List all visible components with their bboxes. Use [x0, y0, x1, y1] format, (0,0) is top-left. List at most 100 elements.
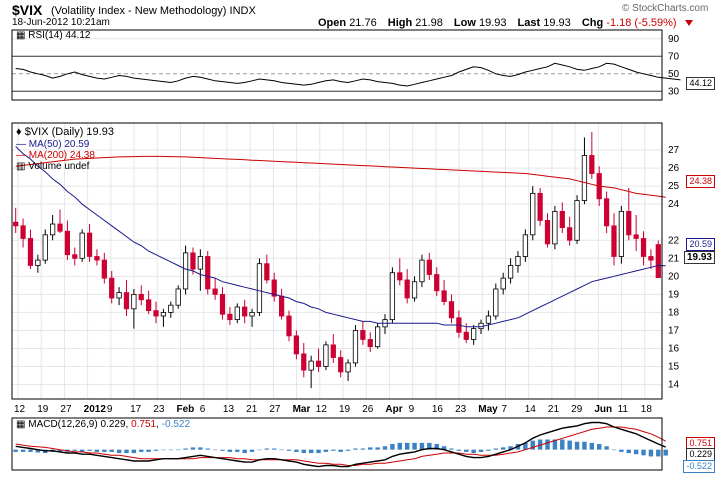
macd-hist-bar: [286, 449, 292, 451]
price-panel: [13, 132, 666, 389]
candle-body: [522, 234, 528, 257]
macd-hist-bar: [294, 449, 299, 452]
macd-hist-bar: [79, 449, 85, 452]
x-tick-label: 12: [14, 404, 26, 415]
x-tick-label: 27: [269, 404, 281, 415]
macd-hist-bar: [220, 449, 225, 451]
candle-body: [168, 304, 174, 313]
candle-body: [589, 155, 595, 174]
candle-body: [611, 225, 617, 257]
macd-hist-bar: [139, 449, 144, 452]
rsi-value-box: 44.12: [686, 77, 715, 90]
macd-hist-bar: [626, 449, 631, 454]
candle-body: [471, 328, 477, 340]
x-tick-label: 23: [153, 404, 165, 415]
high-value: 21.98: [415, 17, 443, 29]
candle-body: [426, 259, 432, 275]
candle-body: [367, 339, 373, 348]
ma200-legend-text: MA(200) 24.38: [28, 150, 95, 161]
macd-hist-bar: [434, 444, 439, 450]
macd-hist-bar: [264, 448, 270, 450]
candle-body: [27, 238, 34, 266]
candle-body: [249, 312, 255, 317]
x-tick-label: 7: [502, 404, 508, 415]
macd-hist-bar: [198, 447, 203, 450]
chg-label: Chg: [581, 17, 604, 29]
rsi-legend: ▦ RSI(14) 44.12: [16, 30, 91, 41]
candle-body: [116, 292, 122, 299]
price-tick-label: 25: [668, 181, 680, 192]
macd-legend-hist: -0.522: [161, 419, 191, 430]
macd-hist-bar: [212, 449, 218, 451]
macd-hist-bar: [257, 449, 262, 451]
candle-body: [515, 256, 521, 266]
macd-hist-bar: [153, 449, 159, 451]
macd-hist-bar: [345, 449, 351, 451]
x-tick-label: 18: [641, 404, 653, 415]
macd-signal-line: [15, 426, 666, 466]
price-tick-label: 16: [668, 343, 680, 354]
candle-body: [581, 155, 588, 201]
macd-hist-bar: [72, 449, 77, 451]
macd-hist-bar: [375, 447, 380, 450]
x-tick-label: 11: [618, 404, 629, 415]
price-legend-vix: ♦ $VIX (Daily) 19.93: [16, 126, 114, 138]
low-label: Low: [453, 17, 476, 29]
macd-hist-bar: [537, 439, 543, 450]
x-tick-label: Jun: [594, 404, 612, 415]
candle-body: [500, 277, 506, 290]
ma50-value-box: 20.59: [686, 238, 715, 251]
candle-icon: ♦: [16, 126, 22, 138]
macd-hist-bar: [116, 449, 122, 454]
macd-hist-bar: [656, 449, 661, 457]
macd-hist-bar: [368, 447, 373, 450]
vix-legend-text: $VIX (Daily) 19.93: [24, 126, 114, 138]
macd-hist-bar: [338, 449, 343, 452]
macd-hist-bar: [13, 449, 18, 452]
macd-hist-bar: [530, 440, 535, 450]
macd-hist-bar: [441, 446, 447, 450]
candle-body: [256, 263, 263, 313]
macd-legend-icon: ▦: [16, 419, 26, 430]
macd-hist-bar: [619, 449, 624, 452]
macd-hist-bar: [205, 448, 210, 450]
macd-hist-bar: [382, 446, 388, 450]
rsi-line: [15, 62, 681, 87]
macd-hist-bar: [545, 439, 550, 450]
macd-hist-bar: [478, 449, 484, 452]
candle-body: [389, 272, 396, 321]
candle-body: [197, 256, 203, 270]
panel-frame: [11, 417, 663, 471]
x-tick-label: Mar: [293, 404, 311, 415]
rsi-legend-icon: ▦: [16, 30, 26, 41]
price-legend-ma50: — MA(50) 20.59: [16, 139, 90, 150]
candle-body: [463, 331, 469, 340]
x-tick-label: 21: [548, 404, 560, 415]
x-tick-label: 9: [107, 404, 113, 415]
macd-hist-bar: [124, 449, 129, 454]
candle-body: [278, 295, 285, 317]
candle-body: [552, 210, 558, 245]
brand-logo[interactable]: © StockCharts.com: [622, 3, 709, 14]
macd-hist-bar: [574, 441, 580, 450]
candle-body: [338, 357, 344, 373]
price-tick-label: 17: [668, 325, 680, 336]
price-tick-label: 18: [668, 307, 680, 318]
macd-hist-bar: [35, 449, 41, 453]
candle-body: [146, 299, 152, 312]
ma50-legend-text: MA(50) 20.59: [28, 139, 90, 150]
candle-body: [544, 220, 551, 245]
candle-body: [301, 353, 307, 371]
macd-hist-bar: [471, 449, 476, 454]
macd-hist-bar: [279, 449, 284, 451]
low-value: 19.93: [478, 17, 507, 29]
candle-body: [360, 330, 366, 340]
macd-hist-bar: [323, 449, 329, 452]
price-tick-label: 21: [668, 253, 680, 264]
candle-body: [315, 360, 322, 367]
open-value: 21.76: [349, 17, 377, 29]
candle-body: [507, 265, 514, 279]
candle-body: [242, 306, 248, 317]
panel-frame: [11, 29, 663, 101]
